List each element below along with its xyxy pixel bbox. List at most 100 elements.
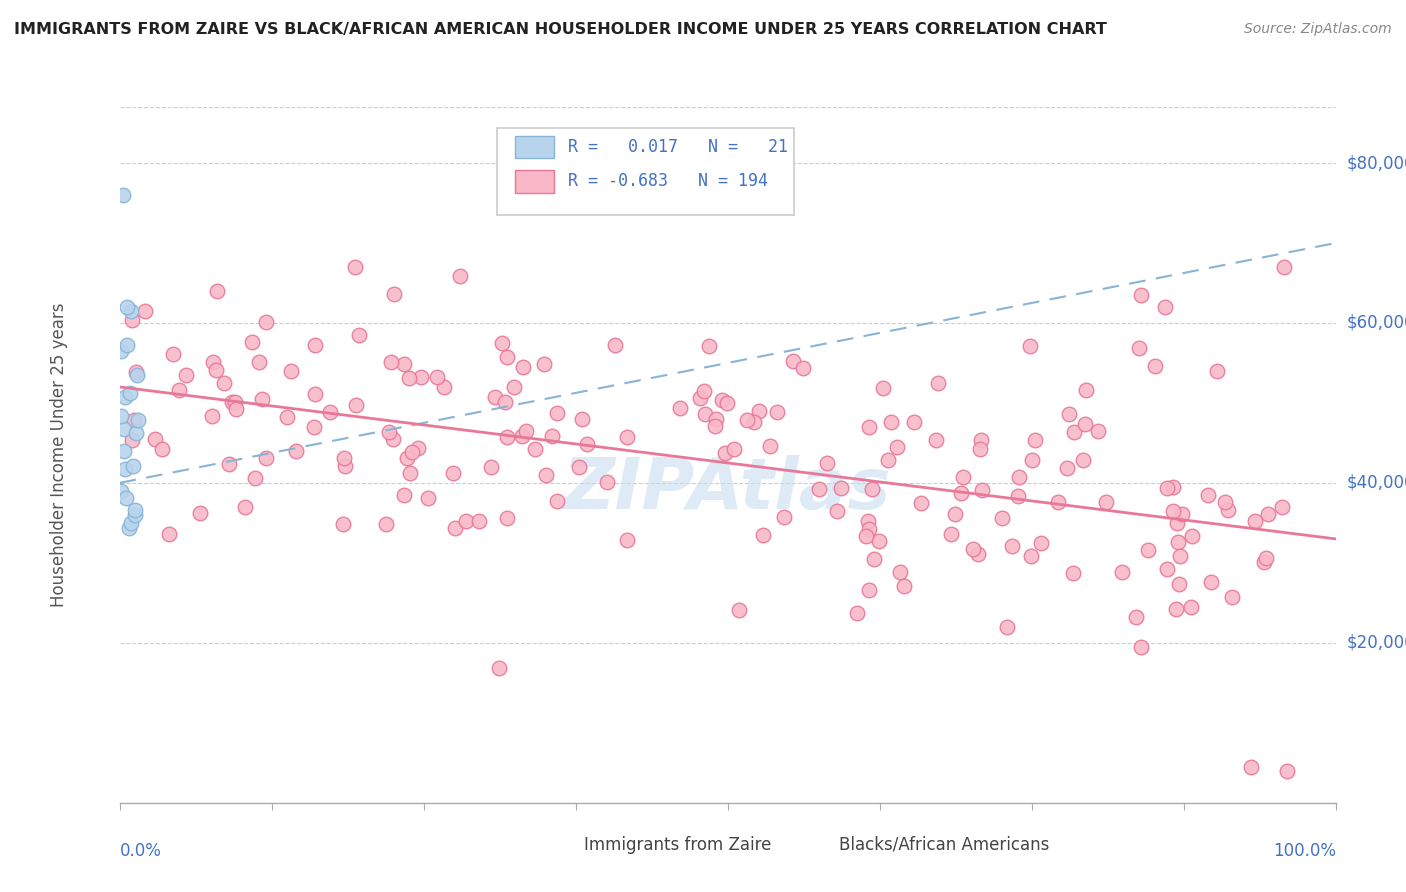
Point — [121, 516, 143, 531]
Point — [112, 422, 135, 436]
Point — [524, 442, 547, 457]
Point — [1220, 590, 1243, 604]
Point — [426, 370, 449, 384]
Point — [118, 386, 141, 401]
Point — [1271, 500, 1294, 514]
Point — [668, 401, 690, 415]
Point — [406, 442, 429, 456]
Point — [1130, 640, 1153, 654]
Point — [1008, 470, 1031, 484]
Point — [716, 396, 738, 410]
Point — [202, 354, 225, 368]
Point — [205, 284, 228, 298]
Point — [995, 620, 1018, 634]
Point — [319, 405, 342, 419]
Point — [858, 582, 880, 597]
Point — [766, 405, 789, 419]
Point — [541, 429, 564, 443]
Point — [512, 360, 534, 375]
Point — [233, 500, 256, 514]
Point — [1073, 417, 1095, 432]
Point — [830, 481, 852, 495]
Point — [125, 365, 148, 379]
Point — [174, 368, 197, 382]
Point — [889, 565, 911, 579]
Point — [939, 527, 962, 541]
Point — [110, 343, 132, 358]
Point — [858, 419, 880, 434]
Point — [927, 376, 949, 390]
Point — [568, 459, 591, 474]
Point — [392, 488, 415, 502]
Text: Immigrants from Zaire: Immigrants from Zaire — [583, 836, 772, 854]
Text: $60,000: $60,000 — [1347, 314, 1406, 332]
Point — [124, 508, 146, 523]
Point — [1154, 300, 1177, 314]
Point — [496, 350, 519, 364]
FancyBboxPatch shape — [496, 128, 794, 215]
Point — [792, 360, 814, 375]
Point — [1213, 494, 1236, 508]
Point — [162, 347, 184, 361]
Point — [1024, 433, 1046, 447]
Point — [378, 425, 401, 439]
Point — [1166, 516, 1188, 531]
Point — [1272, 260, 1295, 274]
Point — [704, 418, 727, 433]
Point — [695, 408, 717, 422]
Point — [1057, 408, 1080, 422]
Point — [855, 529, 877, 543]
Point — [115, 338, 138, 352]
Point — [332, 516, 354, 531]
Point — [218, 458, 240, 472]
Point — [304, 419, 326, 434]
Point — [990, 511, 1012, 525]
Point — [243, 470, 266, 484]
Point — [1087, 424, 1109, 438]
Point — [467, 514, 489, 528]
Point — [240, 335, 263, 350]
Point — [1171, 508, 1194, 522]
Point — [118, 521, 141, 535]
Point — [188, 506, 211, 520]
Point — [225, 402, 247, 417]
Point — [1047, 495, 1070, 509]
Point — [758, 439, 780, 453]
Point — [1029, 535, 1052, 549]
Point — [201, 409, 224, 423]
Point — [145, 432, 167, 446]
Point — [1180, 529, 1202, 543]
Point — [925, 433, 948, 447]
Point — [1254, 550, 1277, 565]
Point — [344, 398, 367, 412]
Point — [1205, 364, 1227, 378]
Text: IMMIGRANTS FROM ZAIRE VS BLACK/AFRICAN AMERICAN HOUSEHOLDER INCOME UNDER 25 YEAR: IMMIGRANTS FROM ZAIRE VS BLACK/AFRICAN A… — [14, 22, 1107, 37]
Point — [1239, 760, 1261, 774]
Point — [284, 444, 307, 458]
Point — [152, 442, 174, 457]
Point — [886, 440, 908, 454]
Point — [304, 338, 326, 352]
Point — [479, 460, 502, 475]
Point — [546, 406, 568, 420]
Point — [127, 413, 149, 427]
Point — [114, 390, 136, 404]
Point — [1095, 494, 1118, 508]
Point — [616, 533, 638, 548]
Point — [970, 433, 993, 447]
Point — [950, 486, 973, 500]
Point — [782, 353, 804, 368]
Point — [122, 458, 145, 473]
Point — [744, 415, 766, 429]
Point — [1253, 555, 1275, 569]
Text: $40,000: $40,000 — [1347, 474, 1406, 491]
Point — [110, 409, 132, 423]
Point — [134, 304, 156, 318]
Point — [596, 475, 619, 489]
FancyBboxPatch shape — [515, 136, 554, 158]
Point — [375, 516, 398, 531]
Point — [1164, 601, 1187, 615]
Point — [1199, 575, 1222, 590]
Point — [491, 335, 513, 350]
Point — [121, 433, 143, 447]
